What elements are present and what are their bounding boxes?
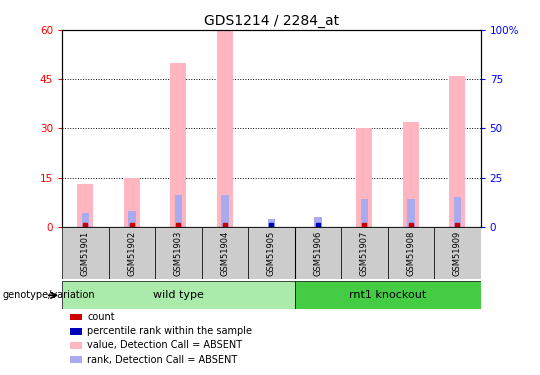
Bar bbox=[174, 195, 182, 227]
Bar bbox=[248, 227, 295, 279]
Bar bbox=[361, 200, 368, 227]
Text: rank, Detection Call = ABSENT: rank, Detection Call = ABSENT bbox=[87, 355, 238, 364]
Text: GSM51902: GSM51902 bbox=[127, 231, 136, 276]
Bar bbox=[407, 200, 415, 227]
Bar bbox=[82, 213, 89, 227]
Bar bbox=[170, 63, 186, 227]
Bar bbox=[449, 76, 465, 227]
Bar bbox=[155, 227, 201, 279]
Text: value, Detection Call = ABSENT: value, Detection Call = ABSENT bbox=[87, 340, 242, 350]
Text: GSM51909: GSM51909 bbox=[453, 231, 462, 276]
Bar bbox=[388, 227, 434, 279]
Bar bbox=[341, 227, 388, 279]
Bar bbox=[268, 219, 275, 227]
Bar bbox=[295, 281, 481, 309]
Bar bbox=[109, 227, 155, 279]
Bar bbox=[201, 227, 248, 279]
Bar bbox=[356, 128, 373, 227]
Text: GSM51907: GSM51907 bbox=[360, 230, 369, 276]
Text: count: count bbox=[87, 312, 115, 322]
Text: GSM51905: GSM51905 bbox=[267, 231, 276, 276]
Bar bbox=[314, 217, 321, 227]
Title: GDS1214 / 2284_at: GDS1214 / 2284_at bbox=[204, 13, 339, 28]
Bar bbox=[124, 178, 140, 227]
Bar bbox=[62, 281, 295, 309]
Bar bbox=[434, 227, 481, 279]
Text: GSM51908: GSM51908 bbox=[407, 230, 415, 276]
Text: percentile rank within the sample: percentile rank within the sample bbox=[87, 326, 253, 336]
Text: GSM51904: GSM51904 bbox=[220, 231, 230, 276]
Text: GSM51906: GSM51906 bbox=[313, 230, 322, 276]
Bar bbox=[128, 211, 136, 227]
Bar bbox=[403, 122, 419, 227]
Bar bbox=[221, 195, 228, 227]
Bar bbox=[217, 30, 233, 227]
Bar bbox=[62, 227, 109, 279]
Text: genotype/variation: genotype/variation bbox=[3, 290, 96, 300]
Text: wild type: wild type bbox=[153, 290, 204, 300]
Text: GSM51903: GSM51903 bbox=[174, 230, 183, 276]
Text: GSM51901: GSM51901 bbox=[81, 231, 90, 276]
Bar bbox=[295, 227, 341, 279]
Bar bbox=[454, 197, 461, 227]
Text: rnt1 knockout: rnt1 knockout bbox=[349, 290, 426, 300]
Bar bbox=[77, 184, 93, 227]
